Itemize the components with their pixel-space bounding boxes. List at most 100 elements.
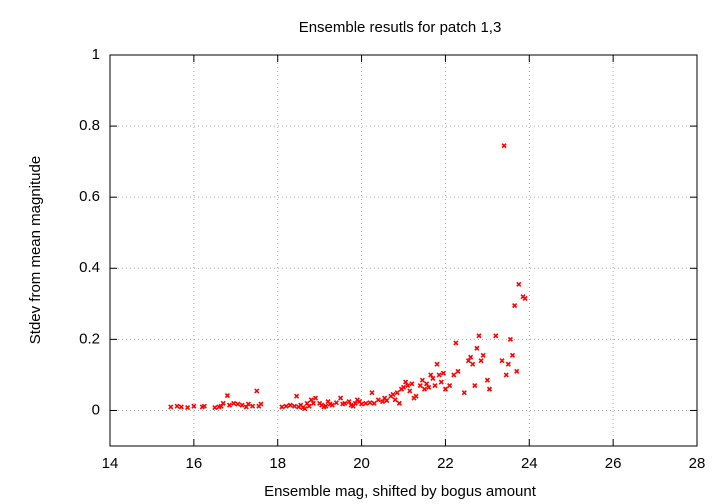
point [323, 403, 329, 409]
y-tick-label: 1 [92, 46, 100, 63]
plot-frame [109, 54, 698, 447]
x-tick-label: 26 [605, 455, 622, 472]
x-tick-label: 14 [102, 455, 119, 472]
point [371, 400, 377, 406]
point [287, 402, 293, 408]
point [440, 370, 446, 376]
point [390, 391, 396, 398]
point [212, 405, 218, 411]
point [310, 400, 316, 406]
point [185, 405, 191, 411]
point [363, 400, 369, 406]
point [509, 352, 516, 358]
point [421, 386, 428, 392]
point [451, 372, 457, 378]
point [249, 403, 256, 409]
point [239, 402, 245, 408]
x-tick-label: 24 [521, 455, 538, 472]
point [405, 383, 411, 389]
point [474, 345, 480, 351]
point [231, 400, 237, 406]
point [453, 340, 459, 346]
point [417, 383, 423, 389]
point [403, 379, 409, 385]
point [220, 400, 226, 406]
point [409, 381, 415, 387]
point [476, 333, 482, 339]
point [392, 397, 398, 403]
point [413, 393, 419, 399]
y-axis-label: Stdev from mean magnitude [27, 156, 44, 344]
point [442, 386, 448, 392]
point [522, 295, 528, 302]
point [245, 401, 251, 407]
point [503, 372, 509, 378]
point [352, 400, 358, 406]
point [419, 377, 425, 383]
point [308, 397, 314, 403]
point [512, 303, 518, 309]
point [461, 390, 467, 396]
point [499, 358, 505, 364]
y-tick-label: 0 [92, 401, 100, 418]
point [468, 354, 474, 360]
point [359, 401, 365, 407]
point [329, 402, 335, 408]
point [306, 403, 312, 409]
point [501, 143, 507, 149]
point [436, 372, 442, 378]
x-tick-label: 16 [186, 455, 203, 472]
point [333, 400, 339, 406]
y-tick-label: 0.2 [79, 330, 100, 347]
point [279, 404, 285, 410]
point [484, 377, 490, 383]
point [493, 333, 499, 339]
point [283, 403, 289, 409]
point [426, 384, 432, 390]
point [423, 381, 430, 387]
point [472, 383, 478, 389]
point [191, 403, 197, 409]
point [338, 395, 344, 401]
point [302, 406, 308, 412]
point [258, 401, 264, 407]
point [505, 361, 511, 367]
x-axis-label: Ensemble mag, shifted by bogus amount [264, 483, 537, 500]
x-tick-label: 20 [353, 455, 370, 472]
x-tick-label: 22 [437, 455, 454, 472]
point [430, 375, 436, 382]
x-tick-label: 18 [269, 455, 286, 472]
point [291, 403, 298, 409]
point [346, 399, 352, 405]
y-tick-label: 0.6 [79, 188, 100, 205]
point [224, 392, 230, 399]
point [428, 372, 434, 378]
point [168, 404, 174, 410]
point [294, 393, 300, 399]
point [201, 403, 207, 409]
point [342, 400, 348, 406]
point [312, 395, 319, 401]
x-tick-label: 28 [689, 455, 706, 472]
y-tick-label: 0.4 [79, 259, 100, 276]
point [432, 383, 438, 389]
point [396, 400, 402, 406]
point [486, 386, 493, 392]
y-tick-label: 0.8 [79, 117, 100, 134]
point [235, 401, 241, 407]
point [384, 397, 390, 404]
point [507, 336, 513, 342]
point [514, 368, 520, 374]
point [470, 361, 476, 367]
point [367, 400, 373, 406]
point [480, 352, 486, 358]
point [400, 384, 407, 390]
point [375, 397, 381, 403]
point [369, 390, 375, 396]
chart-title: Ensemble resutls for patch 1,3 [299, 19, 502, 36]
point [516, 281, 522, 287]
point [254, 388, 260, 394]
point [465, 358, 472, 364]
point [478, 358, 484, 364]
